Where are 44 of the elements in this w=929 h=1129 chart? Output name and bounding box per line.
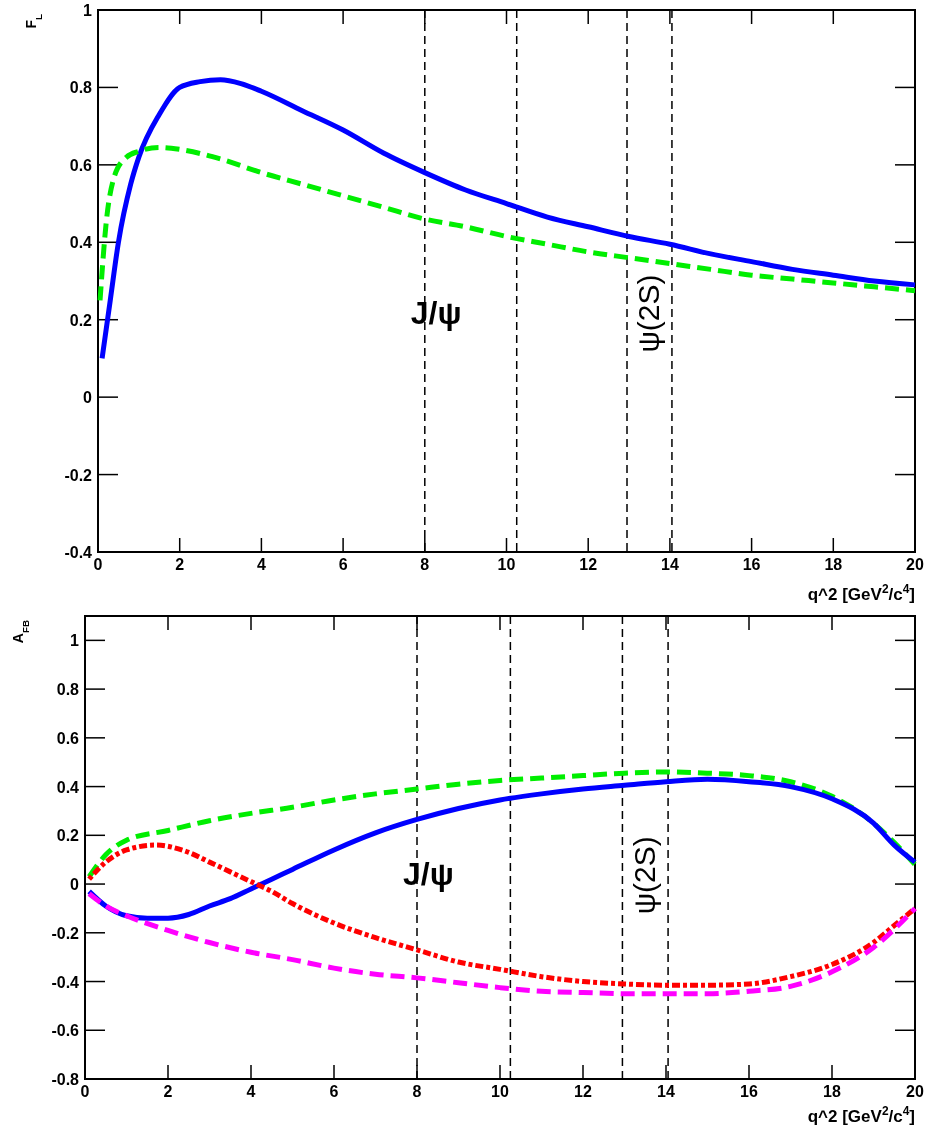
- x-axis-title: q^2 [GeV$^{2}$/c$^{4}$]: [807, 1104, 915, 1126]
- x-tick-label: 2: [175, 556, 185, 573]
- x-tick-label: 14: [657, 1083, 675, 1100]
- x-tick-label: 18: [823, 1083, 841, 1100]
- x-tick-label: 6: [338, 556, 348, 573]
- ref-line-label: J/ψ: [403, 856, 454, 893]
- x-tick-label: 6: [329, 1083, 339, 1100]
- x-axis-title: q^2 [GeV$^{2}$/c$^{4}$]: [807, 582, 915, 604]
- ref-line-label: ψ(2S): [628, 836, 662, 915]
- x-tick-label: 20: [906, 556, 924, 573]
- y-tick-label: 0.8: [69, 79, 93, 97]
- y-tick-label: -0.8: [51, 1071, 80, 1088]
- y-tick-label: 0.2: [56, 827, 80, 845]
- x-tick-label: 16: [742, 556, 761, 573]
- y-tick-label: 0.8: [56, 681, 80, 699]
- x-tick-label: 12: [574, 1083, 592, 1100]
- y-tick-label: 0.6: [69, 156, 93, 174]
- x-tick-label: 20: [906, 1083, 924, 1100]
- y-tick-label: 0.4: [69, 234, 93, 252]
- x-tick-label: 10: [491, 1083, 509, 1100]
- y-tick-label: 1: [70, 632, 80, 650]
- y-tick-label: 1: [83, 2, 93, 19]
- x-tick-label: 8: [420, 556, 430, 573]
- x-tick-label: 14: [661, 556, 679, 573]
- y-tick-label: -0.2: [64, 466, 93, 484]
- y-tick-label: -0.4: [64, 544, 93, 561]
- y-tick-label: -0.4: [51, 973, 80, 991]
- ref-line-label: J/ψ: [410, 294, 462, 331]
- x-tick-label: 4: [256, 556, 266, 573]
- y-tick-label: 0: [70, 876, 80, 894]
- x-tick-label: 18: [824, 556, 843, 573]
- x-tick-label: 8: [412, 1083, 422, 1100]
- y-tick-label: -0.6: [51, 1022, 80, 1040]
- x-tick-label: 16: [740, 1083, 758, 1100]
- x-tick-label: 2: [163, 1083, 173, 1100]
- x-tick-label: 4: [246, 1083, 256, 1100]
- y-tick-label: 0.2: [69, 311, 93, 329]
- x-tick-label: 12: [579, 556, 598, 573]
- y-tick-label: 0.6: [56, 729, 80, 747]
- y-tick-label: -0.2: [51, 924, 80, 942]
- y-tick-label: 0.4: [56, 778, 80, 796]
- x-tick-label: 10: [497, 556, 516, 573]
- ref-line-label: ψ(2S): [632, 274, 666, 353]
- y-tick-label: 0: [83, 389, 93, 407]
